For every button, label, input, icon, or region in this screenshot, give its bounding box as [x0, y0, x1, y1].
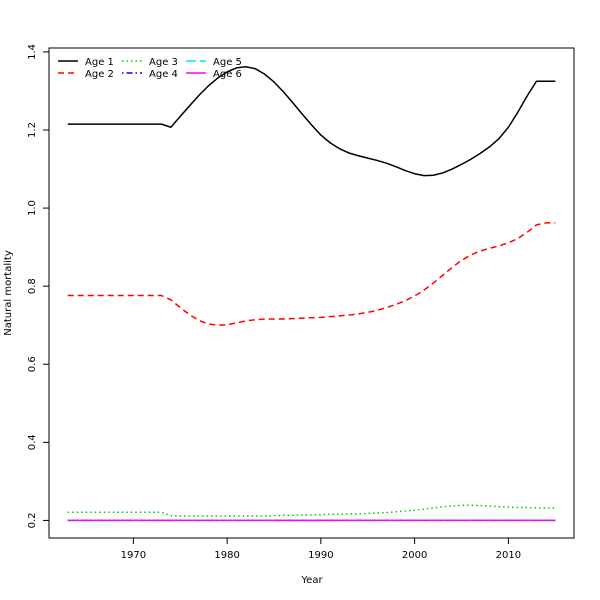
- x-tick-label: 1990: [308, 550, 333, 561]
- legend-label: Age 5: [213, 57, 242, 68]
- y-tick-label: 1.2: [27, 122, 38, 138]
- series-layer: [67, 65, 556, 522]
- legend-label: Age 2: [85, 69, 114, 80]
- y-tick-label: 1.0: [27, 200, 38, 216]
- x-axis: 1970 1980 1990 2000 2010: [121, 537, 521, 561]
- y-tick-label: 1.4: [27, 44, 38, 60]
- y-tick-label: 0.8: [27, 278, 38, 294]
- x-tick-label: 1970: [121, 550, 146, 561]
- legend-label: Age 1: [85, 57, 114, 68]
- legend-label: Age 3: [149, 57, 178, 68]
- y-axis: 0.2 0.4 0.6 0.8 1.0 1.2 1.4: [27, 44, 50, 528]
- series-line-age-2: [67, 222, 556, 326]
- x-axis-label: Year: [300, 575, 323, 586]
- series-line-age-1: [67, 65, 556, 177]
- series-line-age-3: [67, 504, 556, 517]
- legend-label: Age 6: [213, 69, 242, 80]
- x-tick-label: 2000: [402, 550, 427, 561]
- x-tick-label: 2010: [496, 550, 521, 561]
- y-tick-label: 0.6: [27, 356, 38, 372]
- legend-label: Age 4: [149, 69, 178, 80]
- y-tick-label: 0.4: [27, 434, 38, 450]
- y-axis-label: Natural mortality: [3, 250, 14, 336]
- x-tick-label: 1980: [214, 550, 239, 561]
- y-tick-label: 0.2: [27, 512, 38, 528]
